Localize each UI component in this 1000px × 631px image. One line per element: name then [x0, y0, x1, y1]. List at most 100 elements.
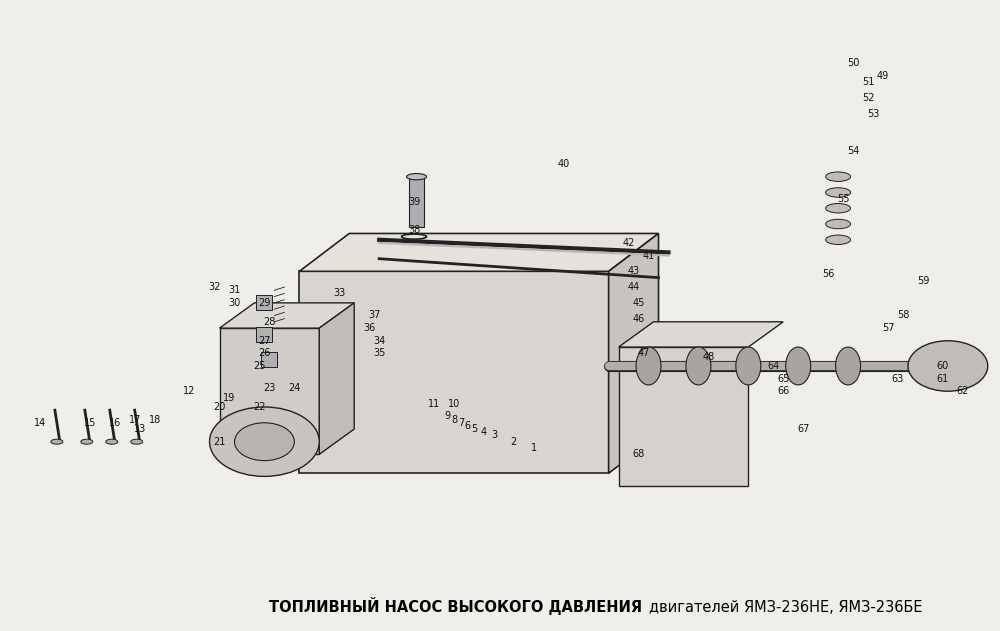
- Text: 13: 13: [134, 424, 146, 434]
- Ellipse shape: [826, 219, 851, 229]
- Text: 7: 7: [458, 418, 464, 428]
- Text: 53: 53: [867, 109, 879, 119]
- Text: 2: 2: [511, 437, 517, 447]
- Text: 12: 12: [183, 386, 196, 396]
- Text: 56: 56: [822, 269, 834, 280]
- Text: 64: 64: [767, 361, 779, 371]
- Text: 1: 1: [531, 443, 537, 453]
- Ellipse shape: [106, 439, 118, 444]
- Polygon shape: [619, 322, 783, 347]
- Text: 44: 44: [627, 282, 640, 292]
- Text: 59: 59: [917, 276, 929, 286]
- Text: 37: 37: [368, 310, 380, 321]
- Text: 51: 51: [862, 77, 874, 87]
- Text: 24: 24: [288, 383, 301, 393]
- Text: 22: 22: [253, 402, 266, 412]
- Text: 31: 31: [228, 285, 241, 295]
- Text: 40: 40: [558, 159, 570, 169]
- Text: 43: 43: [627, 266, 640, 276]
- Text: 8: 8: [451, 415, 457, 425]
- Ellipse shape: [636, 347, 661, 385]
- Text: 39: 39: [408, 197, 420, 207]
- Text: 60: 60: [937, 361, 949, 371]
- Ellipse shape: [826, 235, 851, 245]
- Ellipse shape: [836, 347, 861, 385]
- Polygon shape: [299, 233, 659, 271]
- Text: 67: 67: [797, 424, 809, 434]
- Text: 61: 61: [937, 374, 949, 384]
- Text: 21: 21: [213, 437, 226, 447]
- Text: двигателей ЯМЗ-236НЕ, ЯМЗ-236БЕ: двигателей ЯМЗ-236НЕ, ЯМЗ-236БЕ: [649, 600, 922, 615]
- Text: 10: 10: [448, 399, 460, 409]
- Text: 57: 57: [882, 323, 894, 333]
- Text: 6: 6: [464, 421, 470, 431]
- Ellipse shape: [407, 174, 427, 180]
- Text: 9: 9: [444, 411, 450, 422]
- Text: 48: 48: [702, 351, 715, 362]
- Ellipse shape: [51, 439, 63, 444]
- Ellipse shape: [131, 439, 143, 444]
- Bar: [256, 327, 272, 342]
- Circle shape: [234, 423, 294, 461]
- Text: 45: 45: [632, 298, 645, 308]
- Text: 14: 14: [34, 418, 46, 428]
- Text: 46: 46: [632, 314, 645, 324]
- Text: 20: 20: [213, 402, 226, 412]
- Ellipse shape: [786, 347, 811, 385]
- Text: 11: 11: [428, 399, 440, 409]
- Text: 55: 55: [837, 194, 849, 204]
- Text: 17: 17: [129, 415, 141, 425]
- Polygon shape: [319, 303, 354, 454]
- Text: 30: 30: [228, 298, 241, 308]
- Text: 28: 28: [263, 317, 276, 327]
- Text: 33: 33: [333, 288, 345, 298]
- Bar: [619, 347, 748, 486]
- Circle shape: [908, 341, 988, 391]
- Text: 19: 19: [223, 392, 236, 403]
- Text: 32: 32: [208, 282, 221, 292]
- Ellipse shape: [686, 347, 711, 385]
- Circle shape: [210, 407, 319, 476]
- Text: 50: 50: [847, 58, 859, 68]
- Text: 5: 5: [471, 424, 477, 434]
- Ellipse shape: [826, 172, 851, 182]
- Text: 42: 42: [622, 238, 635, 248]
- Text: 3: 3: [491, 430, 497, 440]
- Text: 25: 25: [253, 361, 266, 371]
- FancyBboxPatch shape: [220, 328, 319, 454]
- Text: 36: 36: [363, 323, 375, 333]
- Text: 27: 27: [258, 336, 271, 346]
- Text: 49: 49: [877, 71, 889, 81]
- Text: 16: 16: [109, 418, 121, 428]
- Ellipse shape: [81, 439, 93, 444]
- Text: 63: 63: [892, 374, 904, 384]
- Text: 4: 4: [481, 427, 487, 437]
- Text: 62: 62: [957, 386, 969, 396]
- Text: 47: 47: [637, 348, 650, 358]
- Bar: [256, 295, 272, 310]
- Ellipse shape: [826, 187, 851, 197]
- Text: АГРО
МАСТЕР: АГРО МАСТЕР: [346, 244, 652, 387]
- Text: ТОПЛИВНЫЙ НАСОС ВЫСОКОГО ДАВЛЕНИЯ: ТОПЛИВНЫЙ НАСОС ВЫСОКОГО ДАВЛЕНИЯ: [269, 597, 643, 615]
- Text: 15: 15: [84, 418, 96, 428]
- Bar: [409, 177, 424, 227]
- Text: 18: 18: [149, 415, 161, 425]
- Text: 35: 35: [373, 348, 385, 358]
- Text: 58: 58: [897, 310, 909, 321]
- FancyBboxPatch shape: [299, 271, 609, 473]
- Text: 34: 34: [373, 336, 385, 346]
- Text: 41: 41: [642, 251, 655, 261]
- Bar: [261, 352, 277, 367]
- Text: 23: 23: [263, 383, 276, 393]
- Text: 29: 29: [258, 298, 271, 308]
- Polygon shape: [220, 303, 354, 328]
- Text: 68: 68: [632, 449, 645, 459]
- Text: 65: 65: [777, 374, 789, 384]
- Text: 54: 54: [847, 146, 859, 156]
- Polygon shape: [609, 233, 659, 473]
- Text: 26: 26: [258, 348, 271, 358]
- Ellipse shape: [826, 203, 851, 213]
- Text: 66: 66: [777, 386, 789, 396]
- Ellipse shape: [736, 347, 761, 385]
- Text: 38: 38: [408, 225, 420, 235]
